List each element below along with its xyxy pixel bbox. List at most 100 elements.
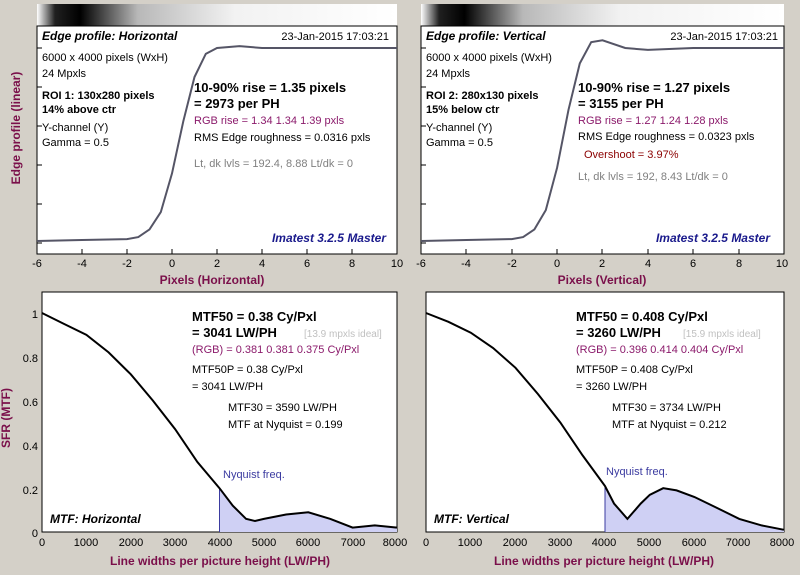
edge-y-ticks — [421, 47, 426, 244]
tick-label: 8000 — [770, 537, 794, 549]
mtf-nyquist-fill — [605, 486, 784, 532]
edge-x-ticks — [81, 249, 353, 254]
mtf-panel-label: MTF: Horizontal — [50, 512, 141, 526]
mtf-panel-vertical: 0 1000 2000 3000 4000 5000 6000 7000 800… — [423, 291, 794, 568]
mtf-nyquist-fill — [219, 488, 397, 532]
tick-label: 5000 — [252, 537, 276, 549]
edge-stamp: Imatest 3.2.5 Master — [272, 231, 387, 245]
mtf50-lwph: = 3260 LW/PH — [576, 325, 661, 340]
tick-label: 0 — [554, 258, 560, 270]
edge-title: Edge profile: Vertical — [426, 29, 546, 43]
tick-label: 0.4 — [23, 441, 38, 453]
mtf-at-nyquist: MTF at Nyquist = 0.212 — [612, 419, 727, 431]
tick-label: 6 — [690, 258, 696, 270]
mtf50: MTF50 = 0.38 Cy/Pxl — [192, 309, 317, 324]
tick-label: 0.2 — [23, 485, 38, 497]
edge-info-line: 6000 x 4000 pixels (WxH) — [42, 52, 168, 64]
edge-gamma: Gamma = 0.5 — [42, 137, 109, 149]
mtf-rgb: (RGB) = 0.381 0.381 0.375 Cy/Pxl — [192, 344, 359, 356]
edge-x-axis-label: Pixels (Horizontal) — [160, 273, 265, 287]
tick-label: 8 — [349, 258, 355, 270]
tick-label: 1000 — [458, 537, 482, 549]
edge-rise: 10-90% rise = 1.35 pixels — [194, 80, 346, 95]
edge-plot-area — [36, 25, 398, 255]
edge-title: Edge profile: Horizontal — [42, 29, 178, 43]
mtf-x-axis-label: Line widths per picture height (LW/PH) — [110, 554, 330, 568]
edge-roi: 14% above ctr — [42, 104, 117, 116]
edge-panel-vertical: -6 -4 -2 0 2 4 6 8 10 Edge profile: Vert… — [416, 4, 788, 287]
edge-channel: Y-channel (Y) — [42, 122, 108, 134]
tick-label: 8 — [736, 258, 742, 270]
tick-label: 3000 — [163, 537, 187, 549]
mtf-curve — [425, 312, 785, 531]
tick-label: -6 — [416, 258, 426, 270]
edge-rgb-rise: RGB rise = 1.27 1.24 1.28 pxls — [578, 115, 729, 127]
edge-rms: RMS Edge roughness = 0.0316 pxls — [194, 132, 371, 144]
tick-label: 2000 — [503, 537, 527, 549]
edge-profile-curve — [420, 39, 784, 242]
edge-channel: Y-channel (Y) — [426, 122, 492, 134]
tick-label: -4 — [461, 258, 471, 270]
mtf50p-lwph: = 3041 LW/PH — [192, 381, 263, 393]
mtf-x-axis-label: Line widths per picture height (LW/PH) — [494, 554, 714, 568]
tick-label: 4000 — [592, 537, 616, 549]
edge-rise: 10-90% rise = 1.27 pixels — [578, 80, 730, 95]
edge-plot-area — [420, 25, 785, 255]
mtf-y-axis-label: SFR (MTF) — [0, 388, 13, 448]
nyquist-label: Nyquist freq. — [606, 466, 668, 478]
tick-label: 10 — [776, 258, 788, 270]
tick-label: -2 — [507, 258, 517, 270]
tick-label: 6000 — [682, 537, 706, 549]
edge-rise-ph: = 2973 per PH — [194, 96, 280, 111]
edge-rgb-rise: RGB rise = 1.34 1.34 1.39 pxls — [194, 115, 345, 127]
mtf-rgb: (RGB) = 0.396 0.414 0.404 Cy/Pxl — [576, 344, 743, 356]
tick-label: 4 — [645, 258, 651, 270]
tick-label: 2000 — [119, 537, 143, 549]
tick-label: 2 — [599, 258, 605, 270]
mtf50p: MTF50P = 0.38 Cy/Pxl — [192, 364, 303, 376]
tick-label: 6 — [304, 258, 310, 270]
tick-label: 3000 — [548, 537, 572, 549]
mtf-x-tick-labels: 0 1000 2000 3000 4000 5000 6000 7000 800… — [39, 537, 407, 549]
tick-label: 0.8 — [23, 353, 38, 365]
tick-label: 0 — [169, 258, 175, 270]
edge-panel-horizontal: -6 -4 -2 0 2 4 6 8 10 Edge profile: Hori… — [32, 4, 403, 287]
tick-label: 0.6 — [23, 397, 38, 409]
tick-label: 0 — [32, 528, 38, 540]
edge-info-line: 24 Mpxls — [426, 68, 471, 80]
mtf-x-tick-labels: 0 1000 2000 3000 4000 5000 6000 7000 800… — [423, 537, 794, 549]
mtf50p: MTF50P = 0.408 Cy/Pxl — [576, 364, 693, 376]
tick-label: -4 — [77, 258, 87, 270]
edge-rise-ph: = 3155 per PH — [578, 96, 664, 111]
mtf-y-ticks: 1 0.8 0.6 0.4 0.2 0 — [23, 309, 38, 540]
tick-label: 4 — [259, 258, 265, 270]
mtf-curve — [41, 312, 398, 529]
mtf-panel-label: MTF: Vertical — [434, 512, 510, 526]
nyquist-label: Nyquist freq. — [223, 469, 285, 481]
edge-x-tick-labels: -6 -4 -2 0 2 4 6 8 10 — [416, 258, 788, 270]
edge-info-line: 6000 x 4000 pixels (WxH) — [426, 52, 552, 64]
edge-overshoot: Overshoot = 3.97% — [584, 149, 679, 161]
tick-label: 7000 — [341, 537, 365, 549]
mtf50-lwph: = 3041 LW/PH — [192, 325, 277, 340]
tick-label: 5000 — [637, 537, 661, 549]
edge-gradient-strip — [421, 4, 784, 26]
edge-gamma: Gamma = 0.5 — [426, 137, 493, 149]
tick-label: 0 — [39, 537, 45, 549]
tick-label: -2 — [122, 258, 132, 270]
mtf-ideal: [13.9 mpxls ideal] — [304, 329, 382, 340]
edge-levels: Lt, dk lvls = 192, 8.43 Lt/dk = 0 — [578, 171, 728, 183]
edge-profile-curve — [36, 45, 397, 242]
edge-x-ticks — [465, 249, 740, 254]
edge-x-axis-label: Pixels (Vertical) — [558, 273, 647, 287]
edge-date: 23-Jan-2015 17:03:21 — [670, 31, 778, 43]
edge-stamp: Imatest 3.2.5 Master — [656, 231, 771, 245]
edge-roi: 15% below ctr — [426, 104, 500, 116]
edge-roi: ROI 1: 130x280 pixels — [42, 90, 155, 102]
tick-label: 0 — [423, 537, 429, 549]
mtf50p-lwph: = 3260 LW/PH — [576, 381, 647, 393]
edge-gradient-strip — [37, 4, 397, 26]
tick-label: 6000 — [296, 537, 320, 549]
mtf-panel-horizontal: 1 0.8 0.6 0.4 0.2 0 0 1000 2000 3000 400… — [23, 291, 407, 568]
